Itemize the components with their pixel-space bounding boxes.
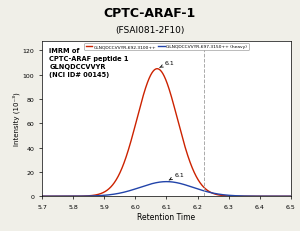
Y-axis label: Intensity (10⁻³): Intensity (10⁻³) bbox=[12, 92, 20, 146]
Text: iMRM of
CPTC-ARAF peptide 1
GLNQDCCVVYR
(NCI ID# 00145): iMRM of CPTC-ARAF peptide 1 GLNQDCCVVYR … bbox=[50, 48, 129, 78]
Legend: GLNQDCCVVYR-692.3100++, GLNQDCCVVYR-697.3150++ (heavy): GLNQDCCVVYR-692.3100++, GLNQDCCVVYR-697.… bbox=[84, 44, 249, 51]
Text: 6.1: 6.1 bbox=[169, 172, 184, 180]
Text: CPTC-ARAF-1: CPTC-ARAF-1 bbox=[104, 7, 196, 20]
Text: (FSAI081-2F10): (FSAI081-2F10) bbox=[115, 25, 185, 34]
X-axis label: Retention Time: Retention Time bbox=[137, 212, 196, 221]
Text: 6.1: 6.1 bbox=[160, 61, 175, 68]
